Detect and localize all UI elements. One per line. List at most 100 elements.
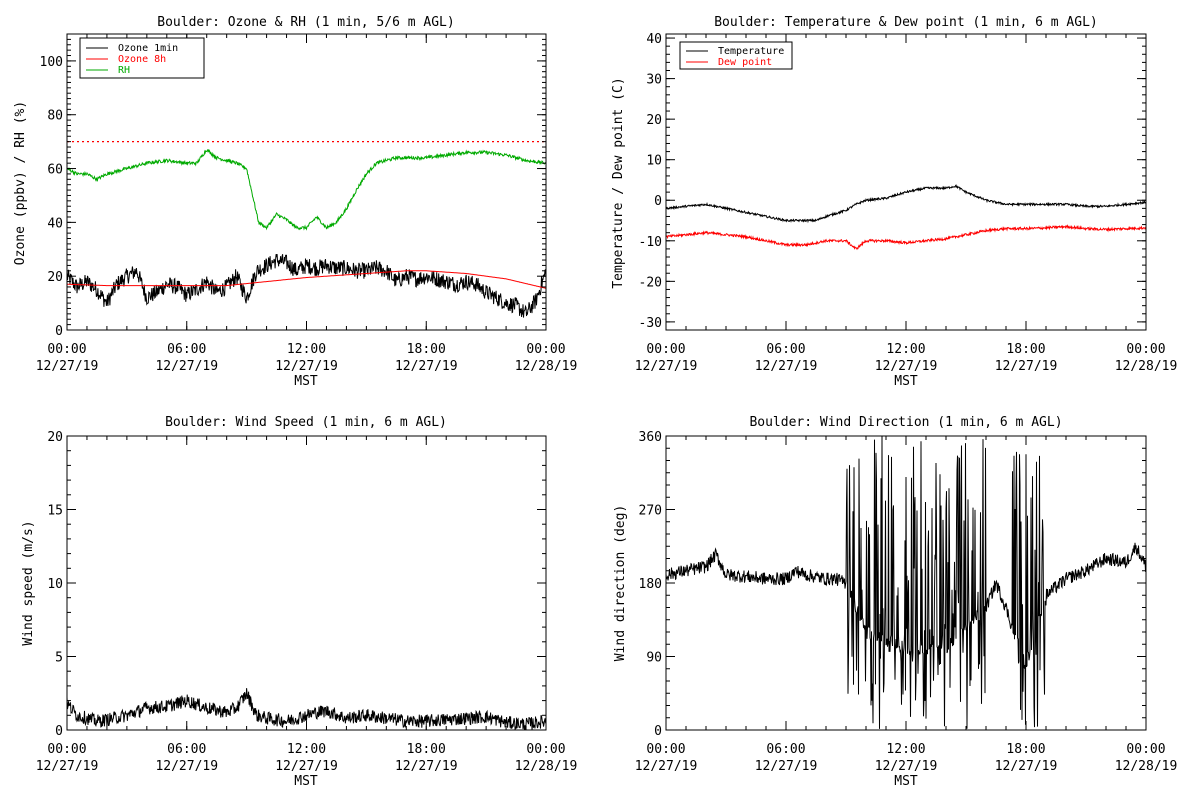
temp-dew-y-tick-label: -10 <box>639 235 662 250</box>
temp-dew-x-tick-date: 12/27/19 <box>875 359 938 374</box>
wind-speed-y-tick-label: 0 <box>55 724 63 739</box>
wind-direction-y-tick-label: 360 <box>639 430 662 445</box>
ozone-rh-x-tick-time: 18:00 <box>407 342 446 357</box>
wind-direction-x-tick-time: 12:00 <box>886 742 925 757</box>
wind-speed-x-tick-date: 12/28/19 <box>515 759 578 774</box>
ozone-rh-panel: Boulder: Ozone & RH (1 min, 5/6 m AGL) M… <box>13 15 577 389</box>
wind-direction-y-tick-label: 270 <box>639 504 662 519</box>
temp-dew-x-tick-time: 12:00 <box>886 342 925 357</box>
wind-direction-x-tick-date: 12/27/19 <box>635 759 698 774</box>
wind-speed-x-tick-time: 12:00 <box>287 742 326 757</box>
legend-label-temperature: Temperature <box>718 46 784 57</box>
temp-dew-x-tick-time: 18:00 <box>1006 342 1045 357</box>
temp-dew-y-tick-label: 10 <box>646 154 662 169</box>
ozone-rh-y-tick-label: 0 <box>55 324 63 339</box>
ozone-rh-series-rh <box>67 149 546 231</box>
wind-speed-panel: Boulder: Wind Speed (1 min, 6 m AGL) MST… <box>21 415 577 789</box>
ozone-rh-y-tick-label: 20 <box>47 270 63 285</box>
temp-dew-legend-box <box>679 41 793 70</box>
ozone-rh-x-tick-time: 12:00 <box>287 342 326 357</box>
wind-speed-ylabel: Wind speed (m/s) <box>21 520 36 645</box>
wind-speed-x-tick-date: 12/27/19 <box>36 759 99 774</box>
wind-speed-x-tick-date: 12/27/19 <box>395 759 458 774</box>
temp-dew-y-tick-label: 40 <box>646 32 662 47</box>
legend-label-rh: RH <box>118 65 130 76</box>
ozone-rh-x-tick-date: 12/28/19 <box>515 359 578 374</box>
ozone-rh-x-tick-time: 00:00 <box>526 342 565 357</box>
temp-dew-panel: Boulder: Temperature & Dew point (1 min,… <box>611 15 1177 389</box>
wind-speed-x-tick-date: 12/27/19 <box>155 759 218 774</box>
ozone-rh-series-ozone-8h <box>67 270 546 289</box>
temp-dew-x-tick-date: 12/27/19 <box>755 359 818 374</box>
temp-dew-x-tick-time: 00:00 <box>1126 342 1165 357</box>
ozone-rh-y-tick-label: 80 <box>47 109 63 124</box>
temp-dew-x-tick-time: 00:00 <box>646 342 685 357</box>
temp-dew-axes-frame <box>665 33 1147 331</box>
ozone-rh-y-tick-label: 40 <box>47 216 63 231</box>
temp-dew-y-tick-label: 30 <box>646 73 662 88</box>
ozone-rh-title: Boulder: Ozone & RH (1 min, 5/6 m AGL) <box>157 15 454 30</box>
legend-label-ozone-1min: Ozone 1min <box>118 43 178 54</box>
ozone-rh-x-tick-time: 06:00 <box>167 342 206 357</box>
ozone-rh-y-tick-label: 100 <box>40 55 63 70</box>
wind-direction-xlabel: MST <box>894 774 918 789</box>
ozone-rh-legend: Ozone 1min Ozone 8h RH <box>79 37 205 79</box>
ozone-rh-x-tick-date: 12/27/19 <box>395 359 458 374</box>
ozone-rh-xlabel: MST <box>294 374 318 389</box>
wind-direction-x-tick-date: 12/28/19 <box>1115 759 1178 774</box>
wind-direction-plot: 0 90 180 270 360 00:00 12/27/19 06:00 12/27/19 12… <box>635 430 1178 774</box>
wind-direction-panel: Boulder: Wind Direction (1 min, 6 m AGL)… <box>613 415 1177 789</box>
ozone-rh-x-tick-time: 00:00 <box>47 342 86 357</box>
temp-dew-series-dew-point <box>666 224 1146 251</box>
wind-speed-y-tick-label: 15 <box>47 504 63 519</box>
ozone-rh-x-tick-date: 12/27/19 <box>275 359 338 374</box>
wind-speed-y-tick-label: 5 <box>55 651 63 666</box>
temp-dew-x-tick-time: 06:00 <box>766 342 805 357</box>
temp-dew-y-tick-label: 20 <box>646 113 662 128</box>
temp-dew-plot: -30 -20 -10 0 10 20 30 40 00:00 12/27/19 06:00 12/2… <box>635 32 1178 374</box>
wind-direction-x-tick-time: 18:00 <box>1006 742 1045 757</box>
wind-direction-y-tick-label: 180 <box>639 577 662 592</box>
ozone-rh-ylabel: Ozone (ppbv) / RH (%) <box>13 101 28 265</box>
temp-dew-y-tick-label: -20 <box>639 275 662 290</box>
temp-dew-legend: Temperature Dew point <box>679 41 793 70</box>
wind-direction-y-tick-label: 0 <box>654 724 662 739</box>
ozone-rh-x-tick-date: 12/27/19 <box>155 359 218 374</box>
wind-direction-title: Boulder: Wind Direction (1 min, 6 m AGL) <box>749 415 1062 430</box>
temp-dew-y-tick-label: 0 <box>654 194 662 209</box>
temp-dew-y-tick-label: -30 <box>639 316 662 331</box>
wind-direction-series-data <box>666 436 1146 729</box>
wind-speed-plot: 0 5 10 15 20 00:00 12/27/19 06:00 12/27/19 12:00 1… <box>36 430 578 774</box>
wind-direction-x-tick-date: 12/27/19 <box>755 759 818 774</box>
ozone-rh-plot: 0 20 40 60 80 100 00:00 12/27/19 06:00 12/27/19 12… <box>36 33 578 374</box>
wind-speed-x-tick-date: 12/27/19 <box>275 759 338 774</box>
wind-direction-x-tick-date: 12/27/19 <box>995 759 1058 774</box>
temp-dew-x-tick-date: 12/28/19 <box>1115 359 1178 374</box>
ozone-rh-legend-box <box>79 37 205 79</box>
ozone-rh-x-tick-date: 12/27/19 <box>36 359 99 374</box>
wind-speed-series-data <box>67 688 546 730</box>
wind-speed-axes-frame <box>66 435 547 731</box>
wind-speed-y-tick-label: 20 <box>47 430 63 445</box>
wind-direction-x-tick-date: 12/27/19 <box>875 759 938 774</box>
wind-direction-x-tick-time: 00:00 <box>646 742 685 757</box>
temp-dew-series-temperature <box>666 184 1146 224</box>
wind-speed-title: Boulder: Wind Speed (1 min, 6 m AGL) <box>165 415 447 430</box>
wind-speed-x-tick-time: 00:00 <box>526 742 565 757</box>
legend-label-dew-point: Dew point <box>718 57 772 68</box>
ozone-rh-series-ozone-1min <box>67 254 546 318</box>
wind-speed-xlabel: MST <box>294 774 318 789</box>
wind-direction-ylabel: Wind direction (deg) <box>613 505 628 662</box>
temp-dew-x-tick-date: 12/27/19 <box>995 359 1058 374</box>
legend-label-ozone-8h: Ozone 8h <box>118 54 166 65</box>
temp-dew-xlabel: MST <box>894 374 918 389</box>
temp-dew-title: Boulder: Temperature & Dew point (1 min,… <box>714 15 1098 30</box>
temp-dew-ylabel: Temperature / Dew point (C) <box>611 77 626 288</box>
wind-speed-y-tick-label: 10 <box>47 577 63 592</box>
wind-direction-y-tick-label: 90 <box>646 651 662 666</box>
ozone-rh-y-tick-label: 60 <box>47 163 63 178</box>
wind-speed-x-tick-time: 00:00 <box>47 742 86 757</box>
wind-speed-x-tick-time: 06:00 <box>167 742 206 757</box>
